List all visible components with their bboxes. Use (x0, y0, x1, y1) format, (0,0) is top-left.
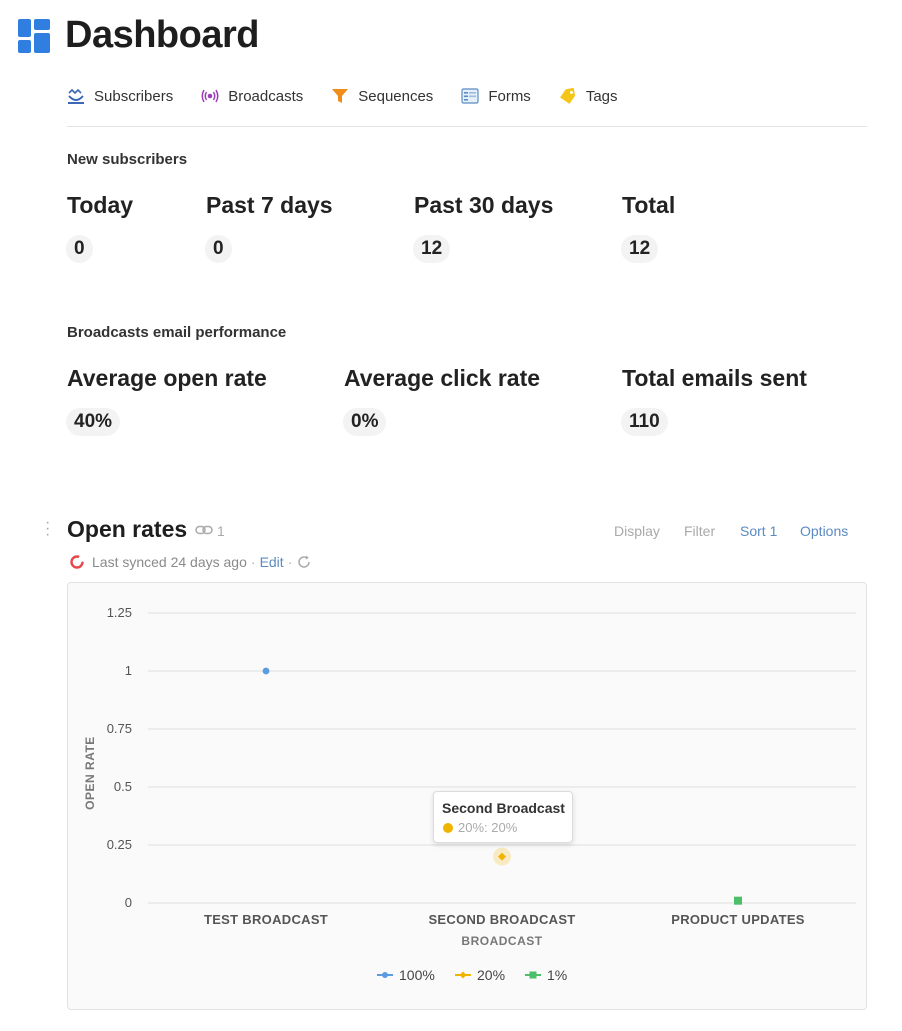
link-count: 1 (217, 523, 225, 539)
nav-bar: Subscribers Broadcasts Sequences Forms (67, 84, 867, 127)
nav-item-broadcasts[interactable]: Broadcasts (201, 84, 303, 108)
nav-label: Tags (585, 87, 618, 105)
sync-status: Last synced 24 days ago · Edit · (69, 554, 312, 570)
x-tick-label: PRODUCT UPDATES (671, 912, 805, 927)
view-title: Open rates (67, 516, 188, 542)
legend-label: 20% (477, 967, 505, 983)
tooltip-title: Second Broadcast (442, 800, 565, 816)
y-tick-label: 0 (125, 895, 132, 910)
tooltip-row: 20%: 20% (443, 820, 517, 835)
legend-marker (459, 971, 467, 979)
filter-button[interactable]: Filter (684, 523, 716, 539)
x-tick-label: TEST BROADCAST (204, 912, 328, 927)
y-tick-label: 0.5 (114, 779, 132, 794)
subscribers-icon (68, 88, 84, 104)
options-button[interactable]: Options (800, 523, 849, 539)
tag-icon (559, 87, 575, 104)
stat-value-open-rate: 40% (66, 408, 121, 436)
nav-item-tags[interactable]: Tags (559, 84, 618, 108)
display-button[interactable]: Display (614, 523, 660, 539)
y-tick-label: 0.25 (107, 837, 132, 852)
stat-label-open-rate: Average open rate (67, 365, 267, 391)
tooltip-value: 20% (491, 820, 518, 835)
nav-item-subscribers[interactable]: Subscribers (67, 84, 173, 108)
drag-handle-icon[interactable]: · · · (45, 514, 51, 543)
data-point (734, 896, 742, 905)
refresh-icon[interactable] (296, 554, 312, 570)
nav-item-sequences[interactable]: Sequences (331, 84, 433, 108)
legend-label: 100% (399, 967, 435, 983)
sort-button[interactable]: Sort 1 (740, 523, 778, 539)
tooltip-series-label: 20%: (458, 820, 488, 835)
nav-label: Subscribers (94, 87, 174, 105)
stat-value-emails-sent: 110 (621, 408, 668, 436)
stat-value-today: 0 (66, 235, 93, 263)
stat-label-past-30-days: Past 30 days (414, 192, 554, 218)
stat-value-click-rate: 0% (343, 408, 387, 436)
nav-label: Forms (488, 87, 531, 105)
separator-dot: · (250, 554, 256, 570)
stat-label-emails-sent: Total emails sent (622, 365, 807, 391)
stat-value-past-30-days: 12 (413, 235, 451, 263)
stat-label-click-rate: Average click rate (344, 365, 541, 391)
nav-item-forms[interactable]: Forms (461, 84, 531, 108)
page-title: Dashboard (65, 14, 259, 56)
legend-marker (382, 972, 388, 978)
legend-marker (529, 971, 537, 979)
legend-label: 1% (547, 967, 567, 983)
sync-text: Last synced 24 days ago (92, 554, 247, 570)
y-tick-label: 1 (125, 663, 132, 678)
stat-label-today: Today (67, 192, 134, 218)
nav-label: Sequences (358, 87, 434, 105)
performance-title: Broadcasts email performance (67, 324, 287, 341)
page-header: Dashboard (18, 14, 259, 57)
y-tick-label: 0.75 (107, 721, 132, 736)
stat-value-past-7-days: 0 (205, 235, 232, 263)
y-tick-label: 1.25 (107, 605, 132, 620)
broadcast-icon (201, 89, 219, 103)
y-axis-label: OPEN RATE (83, 736, 97, 810)
form-icon (461, 88, 479, 104)
new-subscribers-title: New subscribers (67, 151, 188, 168)
chart-container: 0 0.25 0.5 0.75 1 1.25 TEST BROADCAST SECOND BR… (67, 582, 867, 1010)
dashboard-icon (18, 18, 50, 53)
x-tick-label: SECOND BROADCAST (428, 912, 575, 927)
nav-label: Broadcasts (228, 87, 304, 105)
chart-tooltip: Second Broadcast 20%: 20% (433, 791, 573, 843)
open-rates-chart: 0 0.25 0.5 0.75 1 1.25 TEST BROADCAST SECOND BR… (83, 605, 856, 983)
tooltip-series-dot (443, 822, 453, 833)
edit-link[interactable]: Edit (259, 554, 284, 570)
separator-dot: · (287, 554, 293, 570)
data-point (498, 852, 506, 861)
sync-source-icon (70, 555, 84, 569)
link-icon[interactable] (195, 524, 213, 536)
stat-value-total: 12 (621, 235, 659, 263)
x-axis-label: BROADCAST (461, 934, 542, 948)
data-point (262, 667, 270, 675)
funnel-icon (332, 89, 349, 103)
stat-label-past-7-days: Past 7 days (206, 192, 333, 218)
stat-label-total: Total (622, 192, 676, 218)
